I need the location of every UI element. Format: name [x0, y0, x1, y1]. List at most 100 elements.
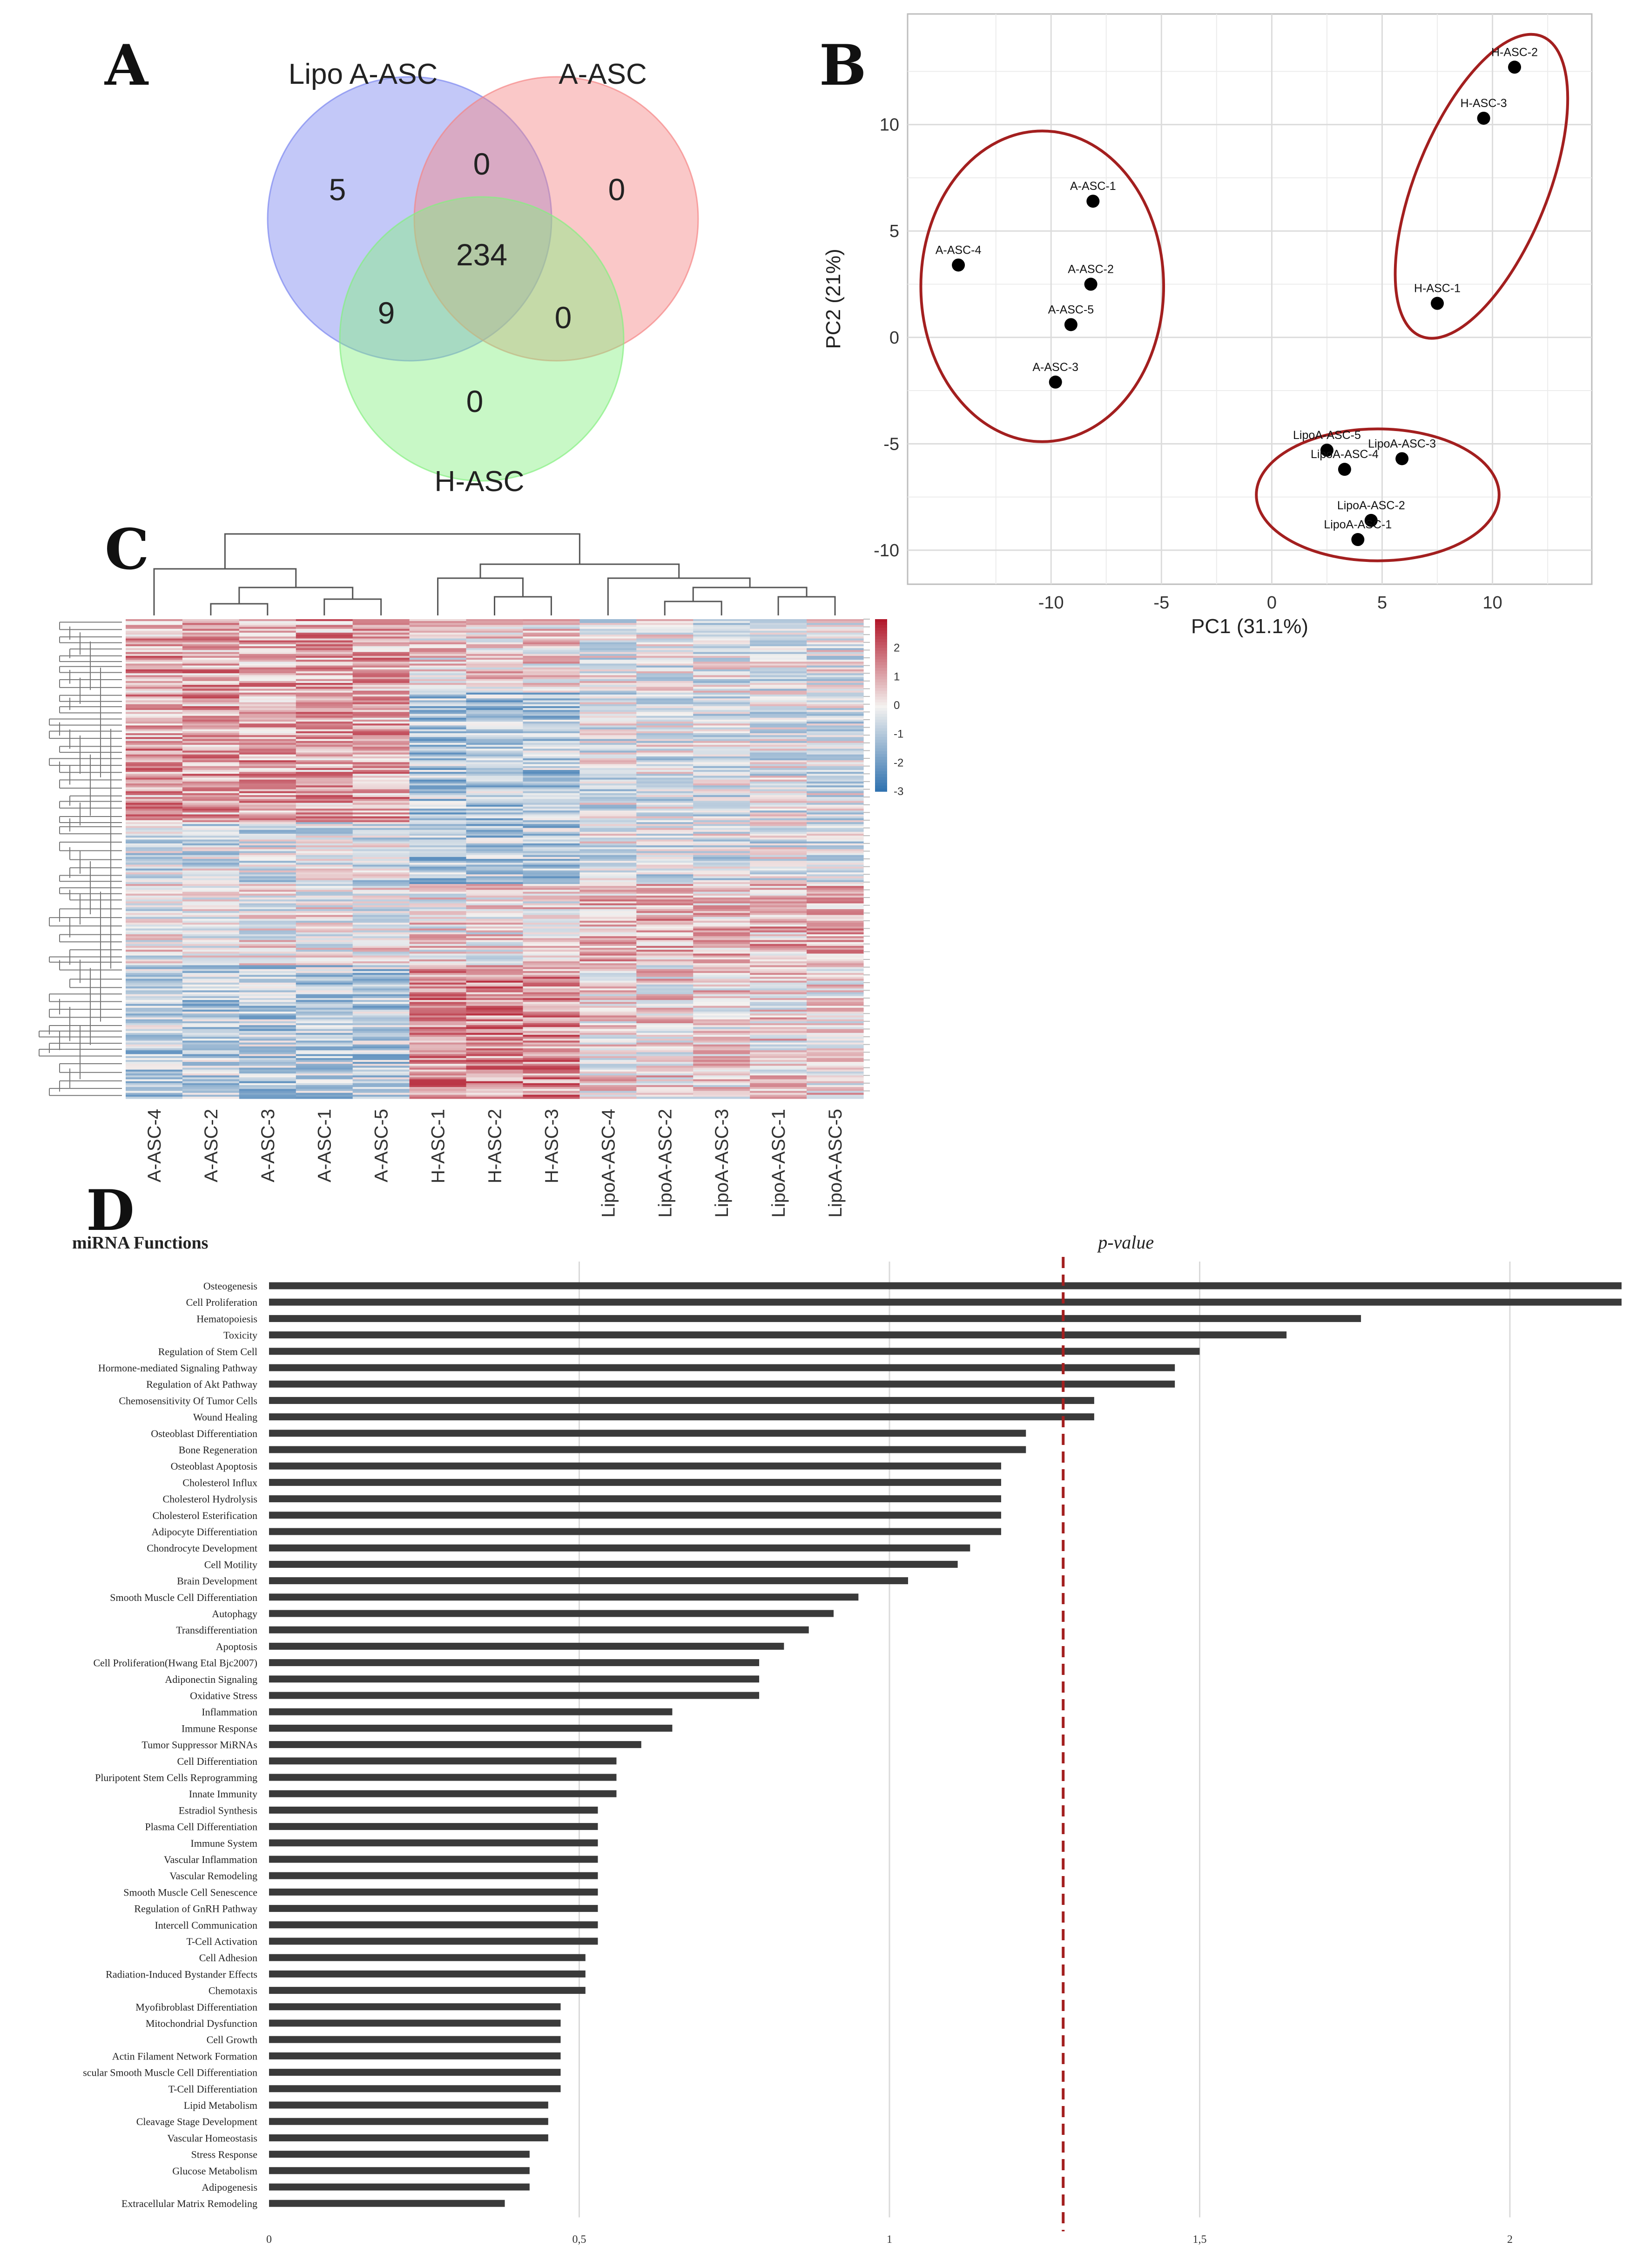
- heatmap-cell: [579, 714, 637, 716]
- heatmap-cell: [239, 874, 296, 877]
- heatmap-cell: [523, 628, 580, 631]
- heatmap-cell: [579, 990, 637, 993]
- heatmap-cell: [693, 948, 750, 950]
- heatmap-cell: [352, 882, 410, 884]
- heatmap-cell: [523, 998, 580, 1000]
- heatmap-cell: [352, 708, 410, 710]
- heatmap-cell: [579, 1089, 637, 1091]
- heatmap-cell: [466, 874, 524, 877]
- heatmap-cell: [750, 839, 807, 842]
- pca-point-label: H-ASC-2: [1491, 46, 1538, 59]
- heatmap-cell: [636, 882, 694, 884]
- heatmap-cell: [466, 660, 524, 662]
- heatmap-cell: [409, 880, 467, 883]
- heatmap-cell: [523, 831, 580, 834]
- heatmap-cell: [807, 1060, 864, 1062]
- heatmap-cell: [352, 963, 410, 966]
- heatmap-cell: [182, 1091, 240, 1094]
- heatmap-cell: [296, 722, 353, 724]
- colorbar-segment: [875, 642, 887, 646]
- heatmap-cell: [296, 669, 353, 672]
- heatmap-cell: [523, 704, 580, 707]
- heatmap-cell: [352, 677, 410, 680]
- heatmap-cell: [579, 861, 637, 863]
- heatmap-cell: [126, 936, 183, 938]
- heatmap-cell: [409, 965, 467, 968]
- heatmap-cell: [636, 1006, 694, 1008]
- heatmap-cell: [750, 952, 807, 954]
- heatmap-cell: [807, 772, 864, 774]
- heatmap-cell: [579, 940, 637, 943]
- heatmap-cell: [352, 996, 410, 999]
- heatmap-cell: [182, 1000, 240, 1002]
- heatmap-cell: [466, 704, 524, 707]
- heatmap-cell: [126, 696, 183, 699]
- heatmap-cell: [466, 944, 524, 946]
- heatmap-cell: [239, 768, 296, 770]
- heatmap-cell: [523, 1015, 580, 1018]
- heatmap-cell: [239, 1009, 296, 1012]
- bar-rect: [269, 2167, 530, 2174]
- heatmap-cell: [239, 853, 296, 856]
- heatmap-cell: [750, 826, 807, 829]
- heatmap-cell: [409, 979, 467, 981]
- heatmap-cell: [693, 843, 750, 846]
- heatmap-cell: [636, 628, 694, 631]
- heatmap-cell: [579, 677, 637, 680]
- heatmap-cell: [296, 787, 353, 790]
- heatmap-cell: [579, 1033, 637, 1035]
- heatmap-cell: [693, 1069, 750, 1072]
- heatmap-cell: [693, 692, 750, 695]
- heatmap-cell: [693, 1046, 750, 1049]
- heatmap-cell: [807, 925, 864, 927]
- heatmap-cell: [126, 744, 183, 747]
- heatmap-cell: [693, 826, 750, 829]
- heatmap-cell: [409, 923, 467, 925]
- heatmap-cell: [693, 1033, 750, 1035]
- heatmap-cell: [750, 667, 807, 670]
- heatmap-cell: [636, 963, 694, 966]
- bar-category-label: Intercell Communication: [155, 1919, 257, 1931]
- heatmap-cell: [807, 1087, 864, 1089]
- heatmap-cell: [579, 901, 637, 904]
- heatmap-cell: [807, 793, 864, 796]
- heatmap-cell: [239, 945, 296, 948]
- heatmap-cell: [523, 1002, 580, 1005]
- heatmap-cell: [182, 742, 240, 745]
- heatmap-cell: [239, 630, 296, 633]
- heatmap-cell: [296, 1075, 353, 1078]
- heatmap-cell: [466, 781, 524, 784]
- heatmap-cell: [239, 758, 296, 761]
- pca-ellipses: [919, 33, 1569, 562]
- heatmap-cell: [636, 722, 694, 724]
- heatmap-cell: [693, 1058, 750, 1060]
- colorbar-segment: [875, 714, 887, 717]
- pca-group-ellipse: [1255, 427, 1501, 562]
- heatmap-cell: [409, 1048, 467, 1051]
- heatmap-cell: [636, 1033, 694, 1035]
- heatmap-cell: [693, 975, 750, 977]
- pca-group-ellipse: [919, 129, 1165, 443]
- heatmap-cell: [352, 984, 410, 987]
- heatmap-cell: [693, 677, 750, 680]
- heatmap-cell: [182, 716, 240, 718]
- heatmap-cell: [750, 876, 807, 879]
- bar-category-label: Adipocyte Differentiation: [152, 1526, 257, 1538]
- heatmap-cell: [182, 936, 240, 938]
- heatmap-cell: [579, 675, 637, 678]
- heatmap-cell: [579, 847, 637, 850]
- heatmap-cell: [466, 959, 524, 962]
- heatmap-cell: [296, 1050, 353, 1053]
- heatmap-cell: [352, 1000, 410, 1002]
- heatmap-cell: [409, 932, 467, 935]
- colorbar-segment: [875, 688, 887, 691]
- heatmap-cell: [636, 1009, 694, 1012]
- heatmap-cell: [409, 702, 467, 705]
- pca-x-tick-label: 10: [1482, 593, 1502, 613]
- heatmap-cell: [296, 804, 353, 807]
- heatmap-cell: [352, 787, 410, 790]
- heatmap-cell: [239, 963, 296, 966]
- heatmap-cell: [296, 845, 353, 848]
- heatmap-cell: [579, 735, 637, 737]
- heatmap-cell: [352, 1044, 410, 1047]
